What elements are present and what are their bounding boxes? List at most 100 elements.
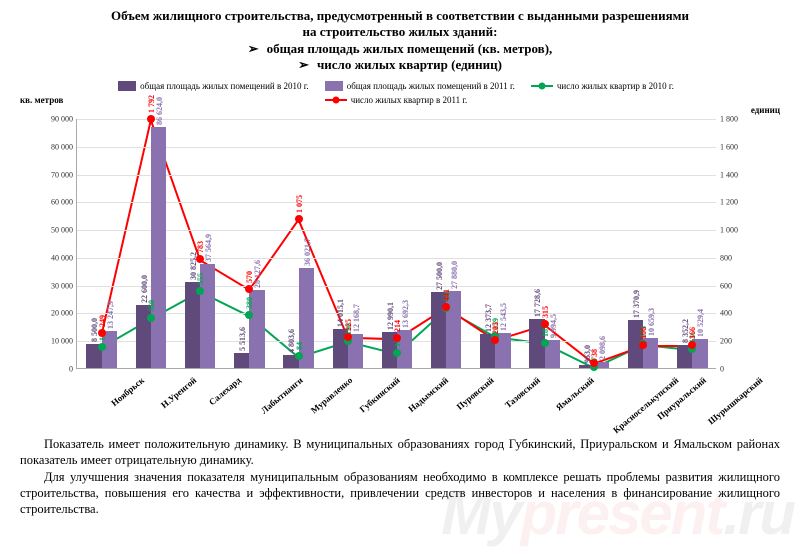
ytick-left: 30 000 — [29, 281, 73, 290]
grid-line — [77, 286, 716, 287]
ytick-left: 10 000 — [29, 337, 73, 346]
marker-2010 — [98, 343, 106, 351]
legend-line2011: число жилых квартир в 2011 г. — [325, 95, 468, 105]
bar-label-2011: 13 692,3 — [401, 300, 410, 328]
marker-2010 — [245, 311, 253, 319]
bar-label-2011: 28 127,6 — [253, 260, 262, 288]
ytick-right: 200 — [720, 337, 754, 346]
marker-2011 — [295, 215, 303, 223]
marker-2011 — [245, 285, 253, 293]
title-bullet2: число жилых квартир (единиц) — [317, 57, 502, 73]
marker-2011 — [344, 333, 352, 341]
grid-line — [77, 202, 716, 203]
marker-2011 — [393, 334, 401, 342]
ytick-left: 20 000 — [29, 309, 73, 318]
category-label: Муравленко — [308, 375, 353, 415]
marker-label-2011: 38 — [590, 349, 599, 357]
legend-bar2011: общая площадь жилых помещений в 2011 г. — [325, 81, 515, 91]
marker-label-2011: 166 — [688, 327, 697, 339]
bar-label-2010: 5 513,6 — [238, 327, 247, 351]
marker-2011 — [688, 341, 696, 349]
title-bullet1: общая площадь жилых помещений (кв. метро… — [267, 41, 553, 57]
legend: общая площадь жилых помещений в 2010 г. … — [76, 81, 716, 105]
ytick-right: 0 — [720, 365, 754, 374]
category-label: Шурышкарский — [706, 375, 765, 426]
title-line1: Объем жилищного строительства, предусмот… — [20, 8, 780, 24]
axis-left-title: кв. метров — [20, 95, 63, 105]
bar-label-2011: 12 543,5 — [499, 303, 508, 331]
bar-label-2011: 86 624,0 — [155, 97, 164, 125]
marker-label-2011: 570 — [245, 271, 254, 283]
marker-2011 — [541, 320, 549, 328]
bar-label-2011: 10 659,3 — [647, 308, 656, 336]
legend-bar2010: общая площадь жилых помещений в 2010 г. — [118, 81, 309, 91]
bullet-icon: ➢ — [298, 57, 309, 73]
axis-right-title: единиц — [751, 105, 780, 115]
category-label: Тазовский — [503, 375, 542, 410]
swatch-line2011 — [325, 99, 347, 101]
bar-label-2011: 2 098,6 — [598, 336, 607, 360]
marker-2011 — [639, 341, 647, 349]
category-label: Губкинский — [357, 375, 401, 414]
marker-label-2011: 166 — [639, 327, 648, 339]
ytick-right: 1 000 — [720, 226, 754, 235]
marker-2011 — [491, 336, 499, 344]
grid-line — [77, 147, 716, 148]
bar-label-2010: 27 500,0 — [435, 262, 444, 290]
bar-2011 — [151, 127, 166, 368]
marker-label-2011: 225 — [344, 319, 353, 331]
ytick-right: 1 200 — [720, 198, 754, 207]
bar-2010 — [234, 353, 249, 368]
marker-label-2011: 1 792 — [147, 95, 156, 113]
marker-2011 — [147, 115, 155, 123]
marker-label-2010: 555 — [196, 273, 205, 285]
ytick-left: 0 — [29, 365, 73, 374]
marker-2010 — [295, 352, 303, 360]
grid-line — [77, 119, 716, 120]
marker-label-2011: 315 — [541, 306, 550, 318]
marker-label-2010: 84 — [295, 342, 304, 350]
bar-label-2010: 17 370,9 — [632, 290, 641, 318]
bar-label-2011: 37 564,9 — [204, 234, 213, 262]
title-line2: на строительство жилых зданий: — [20, 24, 780, 40]
ytick-left: 90 000 — [29, 115, 73, 124]
ytick-right: 400 — [720, 309, 754, 318]
title-block: Объем жилищного строительства, предусмот… — [20, 8, 780, 73]
bar-2011 — [446, 291, 461, 368]
ytick-right: 600 — [720, 281, 754, 290]
marker-label-2011: 783 — [196, 241, 205, 253]
grid-line — [77, 230, 716, 231]
marker-label-2011: 249 — [98, 315, 107, 327]
swatch-line2010 — [531, 85, 553, 87]
swatch-bar2011 — [325, 81, 343, 91]
marker-label-2011: 214 — [393, 320, 402, 332]
bar-2010 — [185, 282, 200, 368]
marker-label-2011: 205 — [491, 322, 500, 334]
ytick-left: 80 000 — [29, 142, 73, 151]
marker-2011 — [196, 255, 204, 263]
grid-line — [77, 313, 716, 314]
bullet-icon: ➢ — [248, 41, 259, 57]
bar-label-2011: 9 994,5 — [549, 314, 558, 338]
plot-area: 010 00020 00030 00040 00050 00060 00070 … — [76, 119, 716, 369]
body-paragraph-2: Для улучшения значения показателя муници… — [20, 470, 780, 517]
ytick-right: 800 — [720, 253, 754, 262]
category-label: Приуральский — [655, 375, 708, 422]
marker-2010 — [196, 287, 204, 295]
marker-2011 — [590, 359, 598, 367]
ytick-right: 1 600 — [720, 142, 754, 151]
chart: кв. метров единиц общая площадь жилых по… — [20, 75, 780, 435]
ytick-left: 70 000 — [29, 170, 73, 179]
legend-line2010: число жилых квартир в 2010 г. — [531, 81, 674, 91]
ytick-left: 50 000 — [29, 226, 73, 235]
ytick-right: 1 400 — [720, 170, 754, 179]
marker-label-2010: 360 — [147, 300, 156, 312]
marker-2010 — [147, 314, 155, 322]
swatch-bar2010 — [118, 81, 136, 91]
ytick-right: 1 800 — [720, 115, 754, 124]
marker-2011 — [442, 303, 450, 311]
marker-2010 — [393, 349, 401, 357]
category-label: Пуровский — [455, 375, 496, 412]
ytick-left: 60 000 — [29, 198, 73, 207]
bar-label-2011: 10 529,4 — [696, 309, 705, 337]
